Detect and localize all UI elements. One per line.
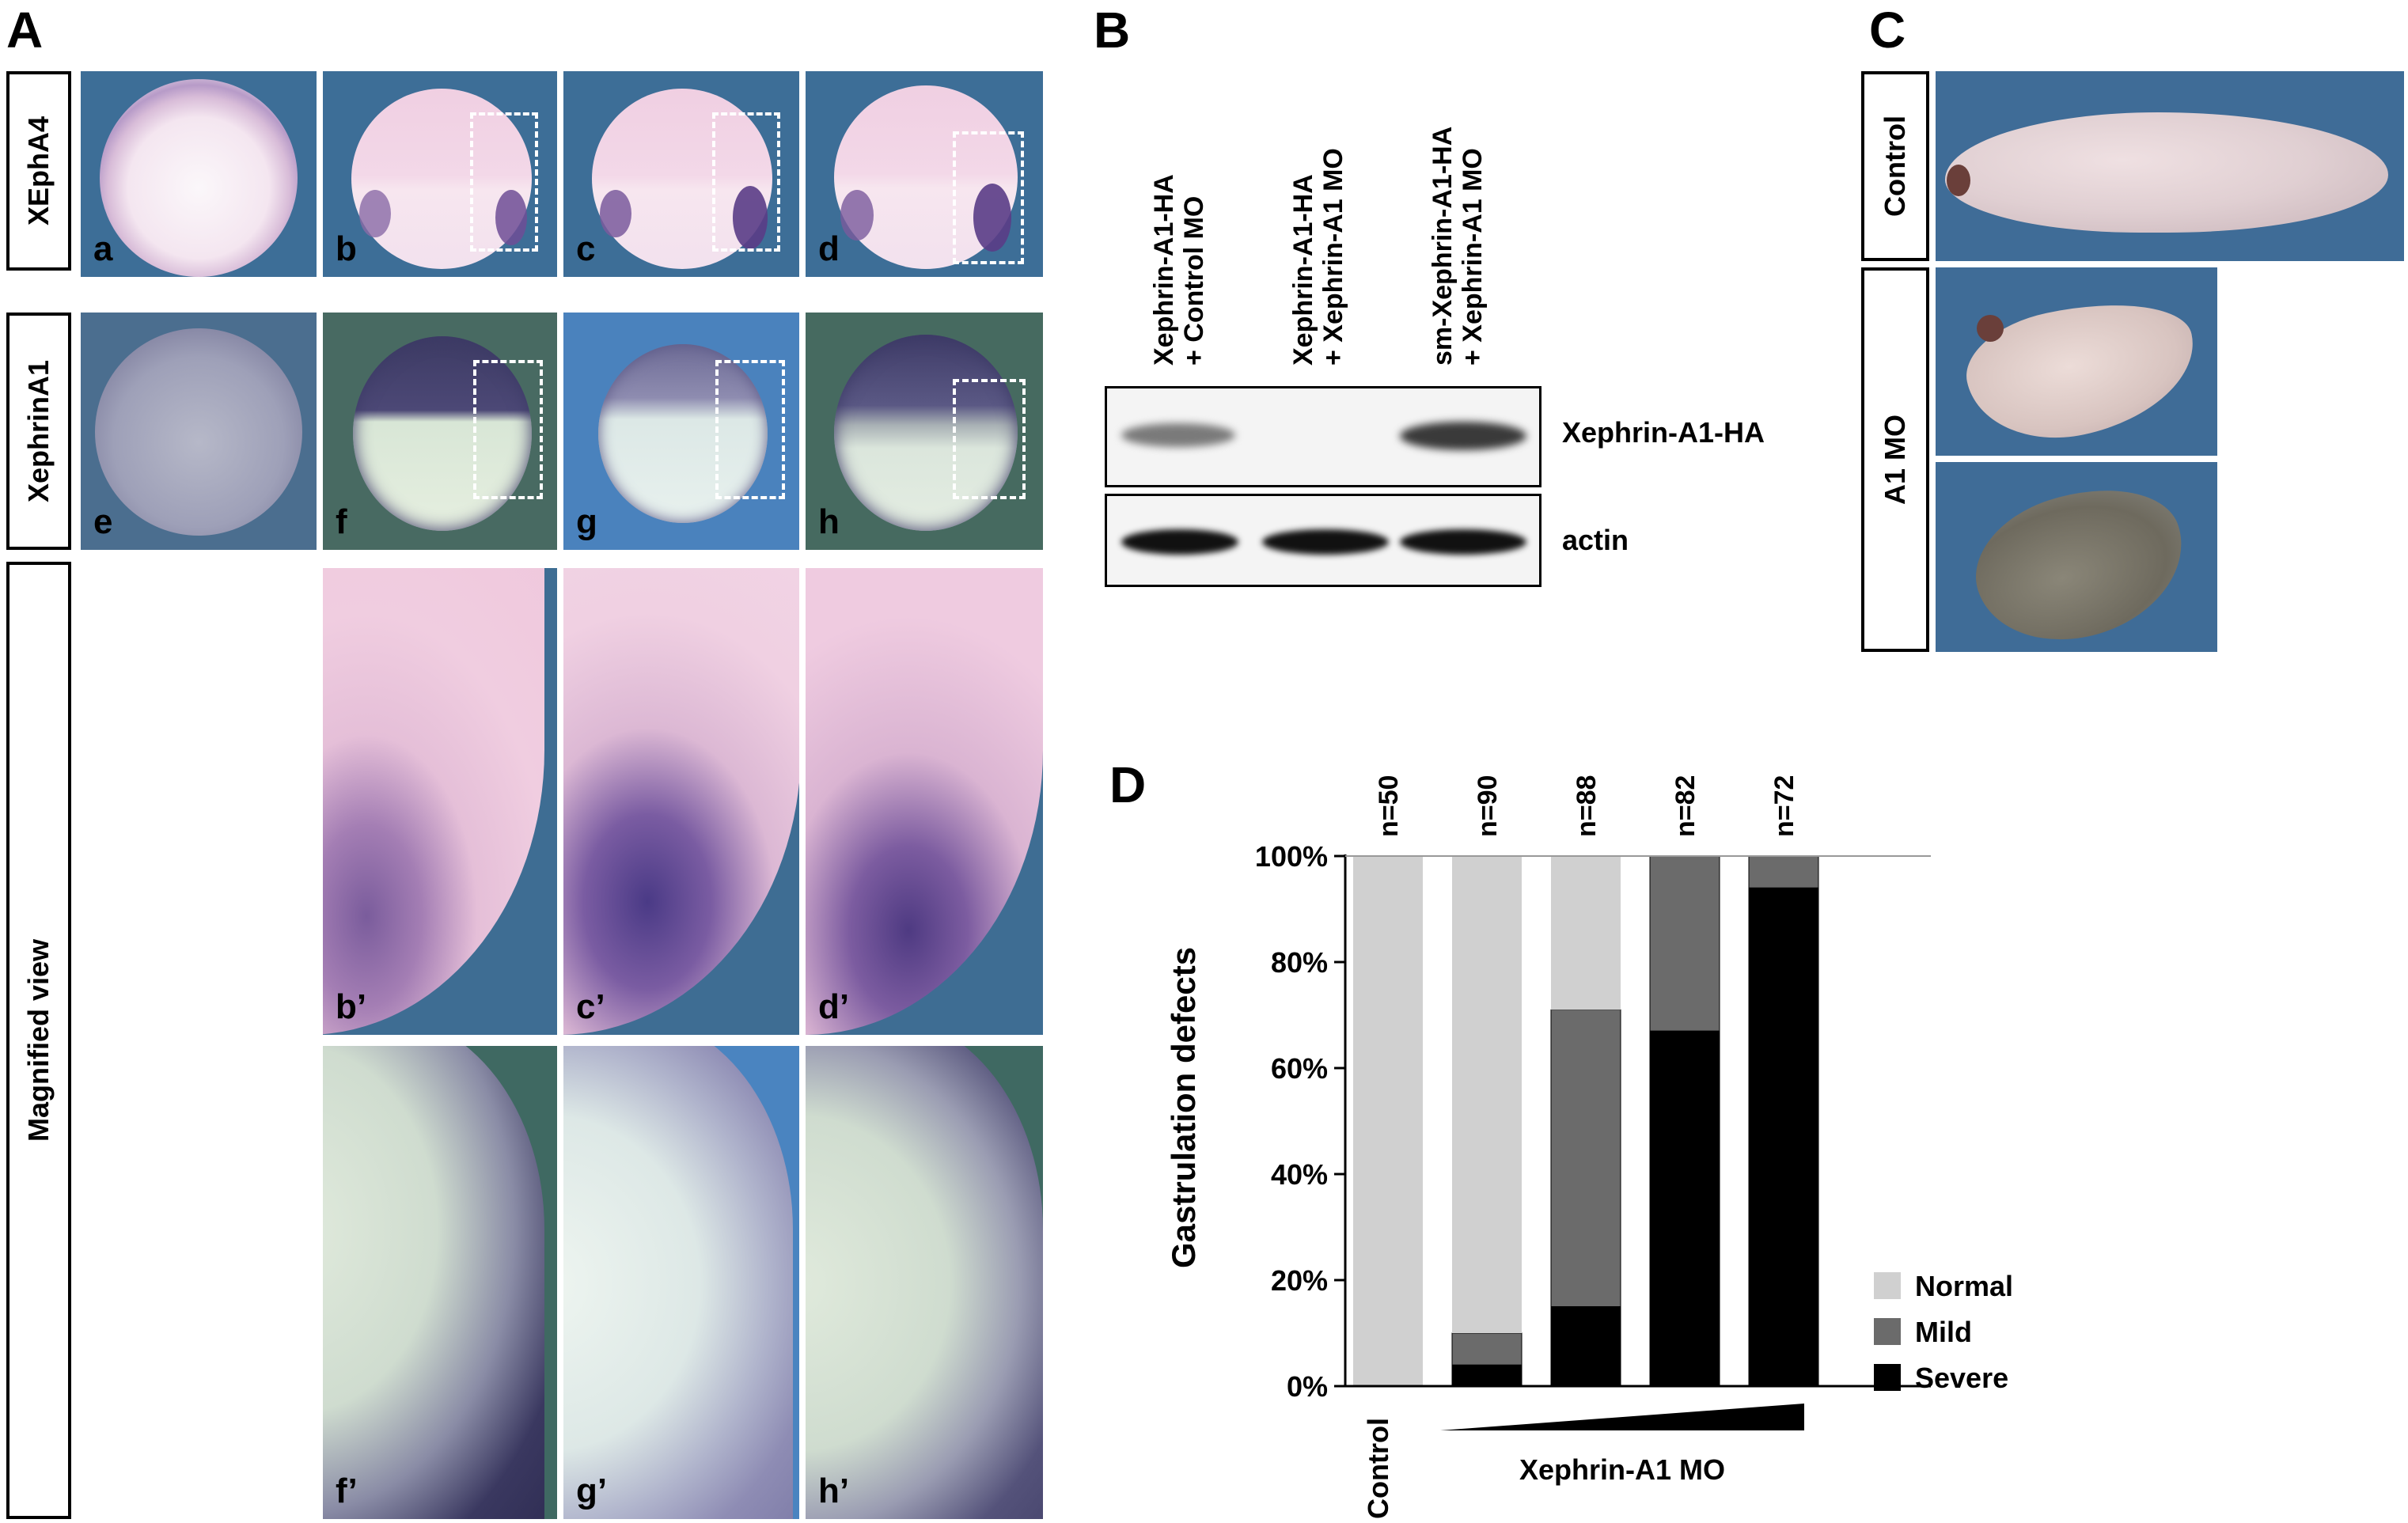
embryo-image-c: c bbox=[563, 71, 799, 277]
bar-segment-mild bbox=[1649, 855, 1720, 1032]
legend-label-mild: Mild bbox=[1915, 1316, 1972, 1348]
legend-swatch-mild bbox=[1874, 1318, 1901, 1345]
magnified-image-c-prime: c’ bbox=[563, 568, 799, 1035]
tadpole-image-control bbox=[1936, 71, 2404, 261]
blot-label-actin: actin bbox=[1562, 524, 1629, 556]
magnified-image-d-prime: d’ bbox=[806, 568, 1043, 1035]
legend-label-normal: Normal bbox=[1915, 1270, 2013, 1302]
panel-label-c: C bbox=[1869, 2, 1906, 59]
bar-segment-normal bbox=[1551, 856, 1621, 1010]
embryo-image-g: g bbox=[563, 313, 799, 550]
legend-swatch-severe bbox=[1874, 1364, 1901, 1391]
row-label-control: Control bbox=[1861, 71, 1929, 261]
lane-label-3: sm-Xephrin-A1-HA + Xephrin-A1 MO bbox=[1428, 126, 1488, 366]
panel-label-d: D bbox=[1109, 756, 1147, 813]
embryo-image-h: h bbox=[806, 313, 1043, 550]
gastrulation-chart: Gastrulation defects 0%20%40%60%80%100% … bbox=[1165, 775, 2013, 1519]
tadpole-image-a1-mo-2 bbox=[1936, 462, 2217, 652]
magnified-image-f-prime: f’ bbox=[323, 1046, 557, 1519]
embryo-image-e: e bbox=[81, 313, 317, 550]
panel-label-b: B bbox=[1094, 2, 1131, 59]
bar-segment-mild bbox=[1748, 855, 1819, 888]
western-blot-ha bbox=[1105, 386, 1541, 487]
row-label-xepha4: XEphA4 bbox=[6, 71, 71, 271]
dose-group-label: Xephrin-A1 MO bbox=[1519, 1453, 1725, 1486]
sample-count-label: n=90 bbox=[1473, 775, 1503, 837]
lane-label-1: Xephrin-A1-HA + Control MO bbox=[1149, 174, 1209, 366]
bar-segment-severe bbox=[1649, 1030, 1720, 1387]
bar-segment-normal bbox=[1353, 856, 1423, 1386]
row-label-a1-mo: A1 MO bbox=[1861, 267, 1929, 652]
dashed-highlight-box bbox=[712, 112, 780, 252]
bar-segment-mild bbox=[1550, 1009, 1621, 1307]
row-label-xephrina1: XephrinA1 bbox=[6, 313, 71, 550]
bar-segment-severe bbox=[1451, 1364, 1523, 1387]
x-tick-control: Control bbox=[1362, 1418, 1394, 1519]
sample-count-label: n=88 bbox=[1572, 775, 1602, 837]
dose-wedge bbox=[1440, 1404, 1804, 1430]
magnified-image-g-prime: g’ bbox=[563, 1046, 799, 1519]
dashed-highlight-box bbox=[953, 379, 1026, 499]
embryo-image-d: d bbox=[806, 71, 1043, 277]
magnified-image-b-prime: b’ bbox=[323, 568, 557, 1035]
bar-segment-mild bbox=[1451, 1332, 1523, 1366]
legend-swatch-normal bbox=[1874, 1272, 1901, 1299]
y-tick-label: 100% bbox=[1255, 840, 1328, 873]
row-label-magnified-view: Magnified view bbox=[6, 562, 71, 1519]
dashed-highlight-box bbox=[470, 112, 538, 252]
legend-label-severe: Severe bbox=[1915, 1362, 2008, 1394]
y-tick-label: 20% bbox=[1271, 1264, 1328, 1297]
y-tick-label: 60% bbox=[1271, 1052, 1328, 1085]
embryo-image-a: a bbox=[81, 71, 317, 277]
sample-count-label: n=82 bbox=[1670, 775, 1701, 837]
dashed-highlight-box bbox=[953, 131, 1024, 264]
panel-label-a: A bbox=[6, 2, 44, 59]
blot-label-ha: Xephrin-A1-HA bbox=[1562, 416, 1765, 449]
bar-segment-severe bbox=[1550, 1306, 1621, 1387]
bar-segment-normal bbox=[1452, 856, 1522, 1333]
y-tick-label: 0% bbox=[1287, 1370, 1328, 1403]
western-blot-actin bbox=[1105, 494, 1541, 587]
y-axis-title: Gastrulation defects bbox=[1165, 947, 1202, 1268]
dashed-highlight-box bbox=[715, 360, 785, 499]
embryo-image-b: b bbox=[323, 71, 557, 277]
magnified-image-h-prime: h’ bbox=[806, 1046, 1043, 1519]
y-tick-label: 40% bbox=[1271, 1158, 1328, 1191]
sample-count-label: n=50 bbox=[1374, 775, 1404, 837]
tadpole-image-a1-mo-1 bbox=[1936, 267, 2217, 456]
y-tick-label: 80% bbox=[1271, 946, 1328, 979]
lane-label-2: Xephrin-A1-HA + Xephrin-A1 MO bbox=[1288, 148, 1348, 366]
sample-count-label: n=72 bbox=[1769, 775, 1799, 837]
bar-segment-severe bbox=[1748, 887, 1819, 1387]
embryo-image-f: f bbox=[323, 313, 557, 550]
dashed-highlight-box bbox=[473, 360, 543, 499]
